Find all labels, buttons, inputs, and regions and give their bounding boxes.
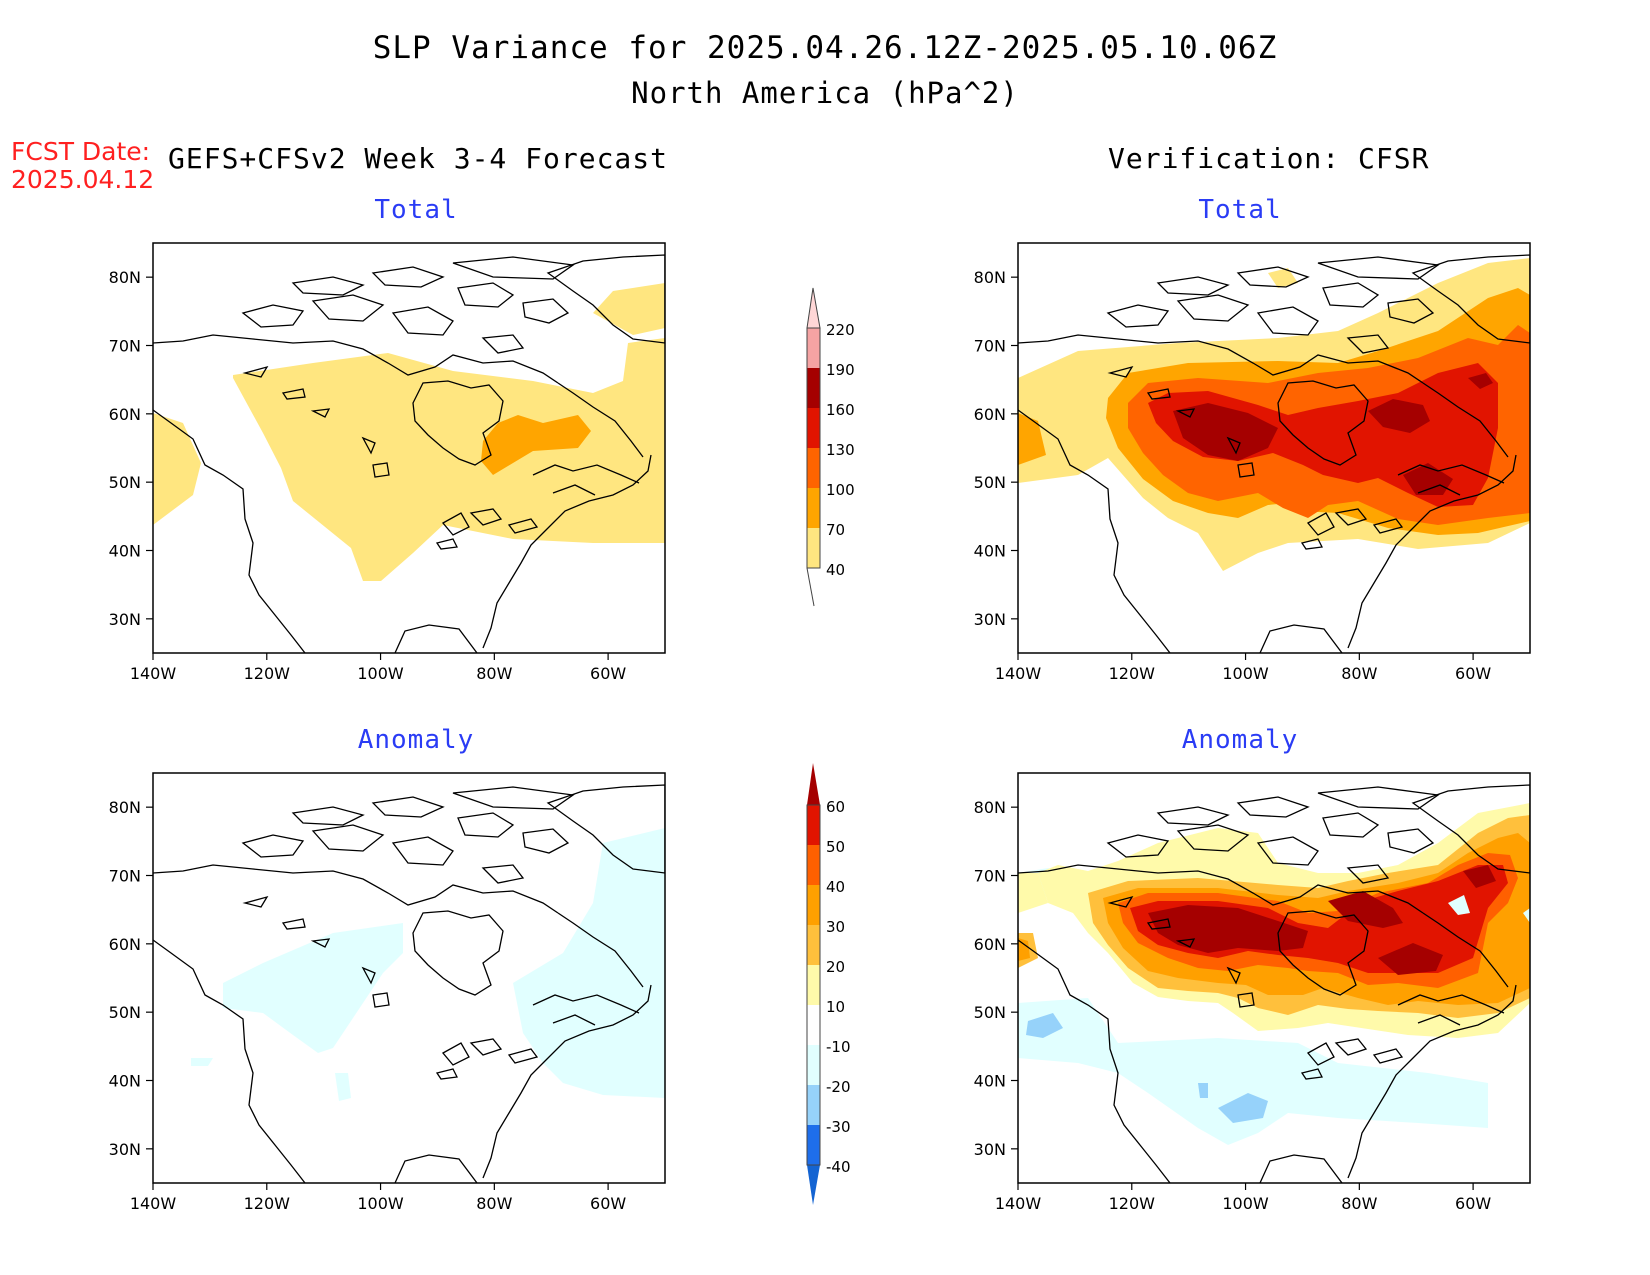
ver-total-lat-label: 70N <box>974 337 1006 356</box>
fcst-total-lat-label: 60N <box>109 405 141 424</box>
total-cb-label-160: 160 <box>826 401 855 419</box>
ver-total-lat-label: 80N <box>974 268 1006 287</box>
total-cb-label-190: 190 <box>826 361 855 379</box>
fcst-anom-lat-label: 30N <box>109 1140 141 1159</box>
total-cb-label-40: 40 <box>826 561 845 579</box>
fcst-anom-lon-label: 120W <box>244 1194 291 1213</box>
ver-total-lon-label: 60W <box>1455 664 1491 683</box>
panel-fcst-anom <box>152 772 666 1184</box>
fcst-date-block: FCST Date: 2025.04.12 <box>11 138 154 194</box>
total-cb-label-220: 220 <box>826 321 855 339</box>
total-cb-label-130: 130 <box>826 441 855 459</box>
panel-ver-anom <box>1017 772 1531 1184</box>
panel-title-ver-total: Total <box>1198 195 1282 225</box>
anom-cb-label-m20: -20 <box>826 1078 851 1096</box>
fcst-total-lon-label: 120W <box>244 664 291 683</box>
fcst-total-lat-label: 40N <box>109 542 141 561</box>
ver-anom-lon-label: 100W <box>1222 1194 1269 1213</box>
fcst-total-lon-label: 80W <box>476 664 512 683</box>
fcst-date-label: FCST Date: <box>11 137 151 166</box>
fcst-total-lon-label: 100W <box>357 664 404 683</box>
anom-cb-label-60: 60 <box>826 798 845 816</box>
ver-anom-lon-label: 140W <box>995 1194 1042 1213</box>
fcst-anom-lat-label: 70N <box>109 867 141 886</box>
anom-cb-label-40: 40 <box>826 878 845 896</box>
ver-total-lat-label: 50N <box>974 473 1006 492</box>
total-cb-bin-190 <box>807 328 820 368</box>
panel-title-fcst-total: Total <box>374 195 458 225</box>
total-cb-bin-40 <box>807 528 820 568</box>
ver-anom-lat-label: 60N <box>974 935 1006 954</box>
fcst-total-lat-label: 80N <box>109 268 141 287</box>
total-cb-bin-130 <box>807 408 820 448</box>
total-cb-bottom-arrow <box>806 567 815 607</box>
panel-title-ver-anom: Anomaly <box>1181 725 1299 755</box>
axes-layer: 30N 40N 50N 60N 70N 80N 140W 120W 100W 80W 60W 30N 4… <box>109 268 1492 1213</box>
ver-anom-lat-label: 50N <box>974 1003 1006 1022</box>
main-title: SLP Variance for 2025.04.26.12Z-2025.05.… <box>372 30 1278 66</box>
fcst-total-lon-label: 140W <box>130 664 177 683</box>
ver-total-lat-label: 60N <box>974 405 1006 424</box>
fcst-total-lon-label: 60W <box>590 664 626 683</box>
anom-cb-label-m40: -40 <box>826 1158 851 1176</box>
ver-total-lon-label: 100W <box>1222 664 1269 683</box>
ver-total-lon-label: 80W <box>1341 664 1377 683</box>
anom-cb-label-m10: -10 <box>826 1038 851 1056</box>
main-subtitle: North America (hPa^2) <box>631 76 1019 110</box>
fcst-total-lat-label: 30N <box>109 610 141 629</box>
ver-total-field <box>1018 258 1530 571</box>
fcst-anom-field <box>191 828 665 1101</box>
fcst-anom-lat-label: 50N <box>109 1003 141 1022</box>
fcst-total-lat-label: 70N <box>109 337 141 356</box>
total-cb-bin-100 <box>807 448 820 488</box>
anomaly-colorbar: -40 -30 -20 -10 10 20 30 40 50 60 <box>806 763 851 1205</box>
anom-cb-label-10: 10 <box>826 998 845 1016</box>
ver-anom-lon-label: 60W <box>1455 1194 1491 1213</box>
anom-cb-label-50: 50 <box>826 838 845 856</box>
ver-anom-lat-label: 70N <box>974 867 1006 886</box>
anom-cb-label-20: 20 <box>826 958 845 976</box>
anom-cb-top-arrow <box>807 763 820 805</box>
forecast-header: GEFS+CFSv2 Week 3-4 Forecast <box>168 142 669 175</box>
fcst-anom-lon-label: 60W <box>590 1194 626 1213</box>
fcst-total-field <box>153 283 665 581</box>
ver-total-lat-label: 40N <box>974 542 1006 561</box>
total-cb-bin-160 <box>807 368 820 408</box>
anom-cb-label-m30: -30 <box>826 1118 851 1136</box>
ver-total-lon-label: 140W <box>995 664 1042 683</box>
fcst-anom-lat-label: 40N <box>109 1072 141 1091</box>
total-cb-top-arrow <box>806 287 821 329</box>
fcst-anom-lon-label: 80W <box>476 1194 512 1213</box>
anom-cb-bottom-arrow <box>807 1165 820 1205</box>
ver-anom-lat-label: 30N <box>974 1140 1006 1159</box>
fcst-anom-lat-label: 80N <box>109 798 141 817</box>
fcst-date-value: 2025.04.12 <box>11 165 155 194</box>
total-cb-label-70: 70 <box>826 521 845 539</box>
total-colorbar: 40 70 100 130 160 190 220 <box>806 287 855 607</box>
panel-title-fcst-anom: Anomaly <box>357 725 475 755</box>
fcst-anom-lon-label: 140W <box>130 1194 177 1213</box>
anom-cb-label-30: 30 <box>826 918 845 936</box>
ver-total-lon-label: 120W <box>1109 664 1156 683</box>
fcst-anom-lon-label: 100W <box>357 1194 404 1213</box>
ver-anom-field <box>1018 803 1530 1145</box>
ver-anom-lon-label: 80W <box>1341 1194 1377 1213</box>
ver-total-lat-label: 30N <box>974 610 1006 629</box>
panel-ver-total <box>1017 242 1531 654</box>
ver-anom-lon-label: 120W <box>1109 1194 1156 1213</box>
total-cb-label-100: 100 <box>826 481 855 499</box>
fcst-total-lat-label: 50N <box>109 473 141 492</box>
fcst-anom-lat-label: 60N <box>109 935 141 954</box>
panel-fcst-total <box>152 242 666 654</box>
ver-anom-lat-label: 80N <box>974 798 1006 817</box>
ver-anom-lat-label: 40N <box>974 1072 1006 1091</box>
verification-header: Verification: CFSR <box>1108 142 1430 175</box>
total-cb-bin-70 <box>807 488 820 528</box>
